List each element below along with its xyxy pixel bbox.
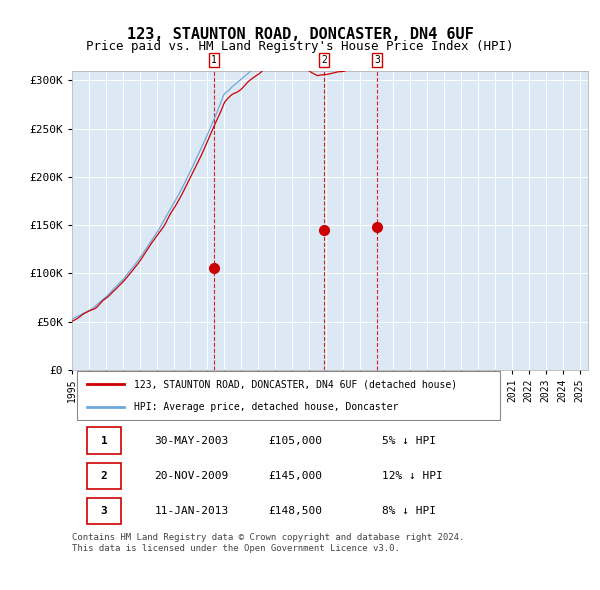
Text: 20-NOV-2009: 20-NOV-2009: [155, 471, 229, 481]
Text: 11-JAN-2013: 11-JAN-2013: [155, 506, 229, 516]
Text: 123, STAUNTON ROAD, DONCASTER, DN4 6UF (detached house): 123, STAUNTON ROAD, DONCASTER, DN4 6UF (…: [134, 379, 457, 389]
Text: 123, STAUNTON ROAD, DONCASTER, DN4 6UF: 123, STAUNTON ROAD, DONCASTER, DN4 6UF: [127, 27, 473, 41]
Text: Contains HM Land Registry data © Crown copyright and database right 2024.
This d: Contains HM Land Registry data © Crown c…: [72, 533, 464, 553]
Text: 3: 3: [374, 55, 380, 65]
Text: 3: 3: [101, 506, 107, 516]
FancyBboxPatch shape: [88, 498, 121, 525]
Text: 1: 1: [211, 55, 217, 65]
Text: 2: 2: [321, 55, 327, 65]
Text: 30-MAY-2003: 30-MAY-2003: [155, 435, 229, 445]
Text: £148,500: £148,500: [268, 506, 322, 516]
Text: HPI: Average price, detached house, Doncaster: HPI: Average price, detached house, Donc…: [134, 402, 398, 412]
Text: 2: 2: [101, 471, 107, 481]
FancyBboxPatch shape: [77, 371, 500, 420]
Text: 8% ↓ HPI: 8% ↓ HPI: [382, 506, 436, 516]
Text: Price paid vs. HM Land Registry's House Price Index (HPI): Price paid vs. HM Land Registry's House …: [86, 40, 514, 53]
Text: £145,000: £145,000: [268, 471, 322, 481]
Text: £105,000: £105,000: [268, 435, 322, 445]
Text: 12% ↓ HPI: 12% ↓ HPI: [382, 471, 442, 481]
FancyBboxPatch shape: [88, 463, 121, 489]
FancyBboxPatch shape: [88, 428, 121, 454]
Text: 5% ↓ HPI: 5% ↓ HPI: [382, 435, 436, 445]
Text: 1: 1: [101, 435, 107, 445]
